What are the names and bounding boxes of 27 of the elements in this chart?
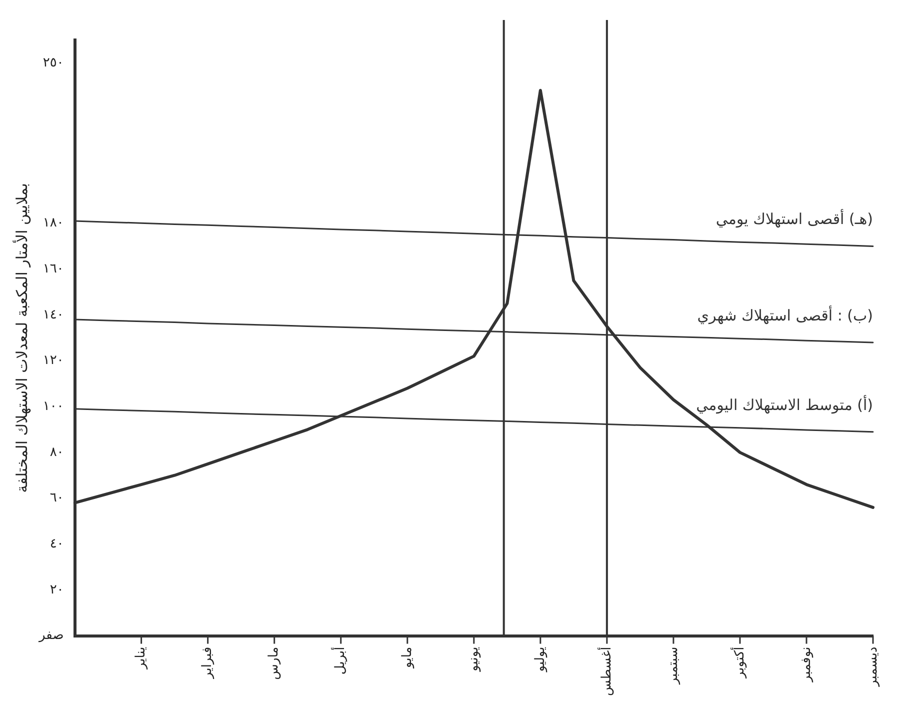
x-tick-label: يناير xyxy=(134,646,149,670)
series-label: (أ) متوسط الاستهلاك اليومي xyxy=(696,394,873,414)
y-tick-label: صفر xyxy=(38,628,64,644)
y-tick-label: ١٦٠ xyxy=(42,262,64,277)
x-tick-label: مايو xyxy=(400,646,415,670)
x-tick-label: فبراير xyxy=(200,646,216,680)
x-tick-label: أغسطس xyxy=(597,646,614,696)
x-tick-label: سبتمبر xyxy=(666,646,681,686)
y-tick-label: ٤٠ xyxy=(50,536,64,552)
y-tick-label: ٢٥٠ xyxy=(42,55,64,70)
y-tick-label: ١٤٠ xyxy=(42,307,64,322)
y-tick-label: ٦٠ xyxy=(50,490,64,506)
x-tick-label: أكتوبر xyxy=(730,646,748,679)
x-tick-label: يوليو xyxy=(532,646,548,673)
y-axis-title: بملايين الأمتار المكعبة لمعدلات الاستهلاك المختلفة xyxy=(12,183,31,493)
x-tick-label: نوفمبر xyxy=(798,646,814,683)
x-tick-label: مارس xyxy=(266,646,282,680)
x-tick-label: يونيو xyxy=(466,646,482,672)
x-tick-label: أبريل xyxy=(331,646,348,675)
y-tick-label: ١٠٠ xyxy=(42,398,64,414)
y-tick-label: ١٢٠ xyxy=(42,353,64,368)
y-tick-label: ٢٠ xyxy=(50,582,64,598)
series-label: (ب) : أقصى استهلاك شهري xyxy=(697,305,873,324)
series-label: (هـ) أقصى استهلاك يومي xyxy=(716,209,873,228)
y-tick-label: ١٨٠ xyxy=(42,216,64,231)
y-tick-label: ٨٠ xyxy=(50,444,64,460)
x-tick-label: ديسمبر xyxy=(865,646,880,688)
